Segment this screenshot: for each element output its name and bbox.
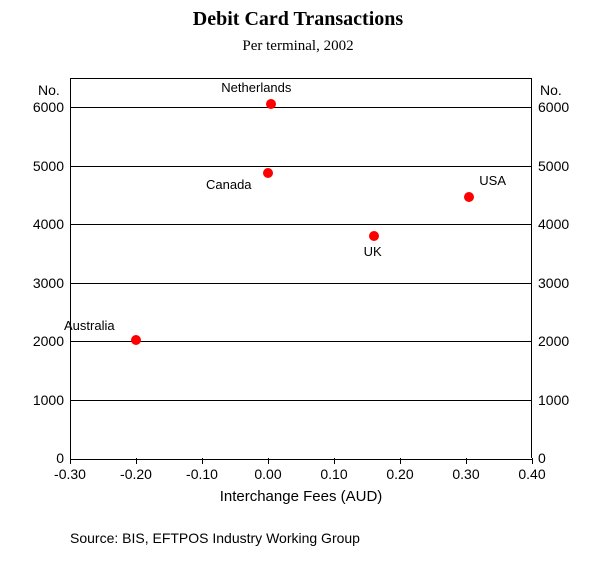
y-tick-label-right: 3000 — [538, 275, 569, 291]
x-tick — [334, 458, 335, 464]
data-point — [131, 335, 141, 345]
y-tick-label-left: 2000 — [33, 333, 64, 349]
data-point-label: Australia — [64, 318, 115, 333]
y-axis-label-left: No. — [38, 82, 60, 98]
y-tick-label-right: 1000 — [538, 392, 569, 408]
data-point-label: Netherlands — [221, 80, 291, 95]
y-axis-label-right: No. — [540, 82, 562, 98]
data-point — [266, 99, 276, 109]
x-tick-label: 0.10 — [320, 466, 347, 482]
x-tick — [268, 458, 269, 464]
y-tick-label-right: 6000 — [538, 99, 569, 115]
data-point — [263, 168, 273, 178]
gridline — [70, 107, 532, 108]
x-tick — [70, 458, 71, 464]
y-tick-label-left: 5000 — [33, 158, 64, 174]
data-point — [464, 192, 474, 202]
y-tick-label-left: 4000 — [33, 216, 64, 232]
y-tick-label-left: 1000 — [33, 392, 64, 408]
y-tick-label-right: 4000 — [538, 216, 569, 232]
y-tick-label-left: 6000 — [33, 99, 64, 115]
data-point-label: UK — [364, 244, 382, 259]
x-tick — [136, 458, 137, 464]
chart-subtitle: Per terminal, 2002 — [0, 38, 596, 55]
gridline — [70, 224, 532, 225]
chart-title: Debit Card Transactions — [0, 8, 596, 31]
data-point-label: USA — [479, 173, 506, 188]
y-tick-label-left: 0 — [56, 450, 64, 466]
x-tick-label: -0.10 — [186, 466, 218, 482]
x-axis-title: Interchange Fees (AUD) — [70, 488, 532, 505]
y-tick-label-right: 5000 — [538, 158, 569, 174]
y-tick-label-left: 3000 — [33, 275, 64, 291]
x-tick — [202, 458, 203, 464]
gridline — [70, 400, 532, 401]
x-tick — [400, 458, 401, 464]
x-tick-label: 0.20 — [386, 466, 413, 482]
gridline — [70, 166, 532, 167]
x-tick-label: -0.20 — [120, 466, 152, 482]
data-point-label: Canada — [206, 177, 252, 192]
x-tick-label: 0.40 — [518, 466, 545, 482]
data-point — [369, 231, 379, 241]
y-tick-label-right: 2000 — [538, 333, 569, 349]
gridline — [70, 283, 532, 284]
y-tick-label-right: 0 — [538, 450, 546, 466]
axis-line-right — [531, 78, 532, 458]
x-tick — [466, 458, 467, 464]
x-tick-label: -0.30 — [54, 466, 86, 482]
axis-line-left — [70, 78, 71, 458]
x-tick — [532, 458, 533, 464]
plot-area — [70, 78, 532, 460]
x-tick-label: 0.30 — [452, 466, 479, 482]
x-tick-label: 0.00 — [254, 466, 281, 482]
chart-container: Debit Card Transactions Per terminal, 20… — [0, 0, 596, 577]
source-text: Source: BIS, EFTPOS Industry Working Gro… — [70, 530, 360, 546]
